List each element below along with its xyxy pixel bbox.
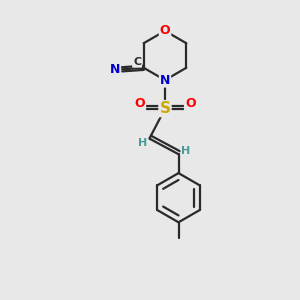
Text: S: S xyxy=(160,101,170,116)
Text: N: N xyxy=(160,74,170,87)
Text: N: N xyxy=(110,63,120,76)
Text: O: O xyxy=(185,97,196,110)
Text: H: H xyxy=(138,138,147,148)
Text: C: C xyxy=(133,57,141,67)
Text: H: H xyxy=(182,146,190,156)
Text: O: O xyxy=(160,24,170,38)
Text: O: O xyxy=(134,97,145,110)
